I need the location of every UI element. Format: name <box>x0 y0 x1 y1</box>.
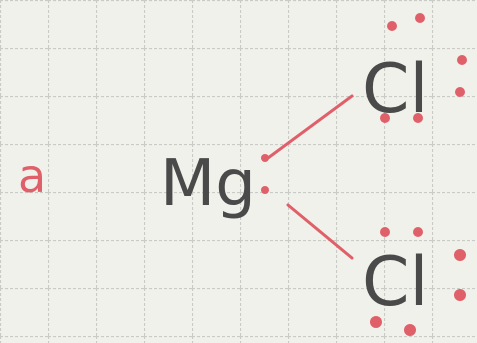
dot <box>413 113 423 123</box>
photo: a Mg Cl Cl <box>0 0 477 343</box>
magnesium: Mg <box>160 147 256 221</box>
page: a Mg Cl Cl (() => { const data = JSON.pa… <box>0 0 477 343</box>
dot <box>457 55 467 65</box>
item-label: a <box>18 149 46 203</box>
dot <box>370 316 382 328</box>
dot <box>380 227 390 237</box>
dot <box>413 227 423 237</box>
dot <box>454 289 466 301</box>
dot <box>455 87 465 97</box>
dot <box>415 13 425 23</box>
dot <box>454 249 466 261</box>
dot <box>404 324 416 336</box>
dot <box>380 113 390 123</box>
dot <box>261 154 269 162</box>
chlorine-bottom: Cl <box>362 243 428 322</box>
dot <box>387 21 397 31</box>
dot <box>261 186 269 194</box>
